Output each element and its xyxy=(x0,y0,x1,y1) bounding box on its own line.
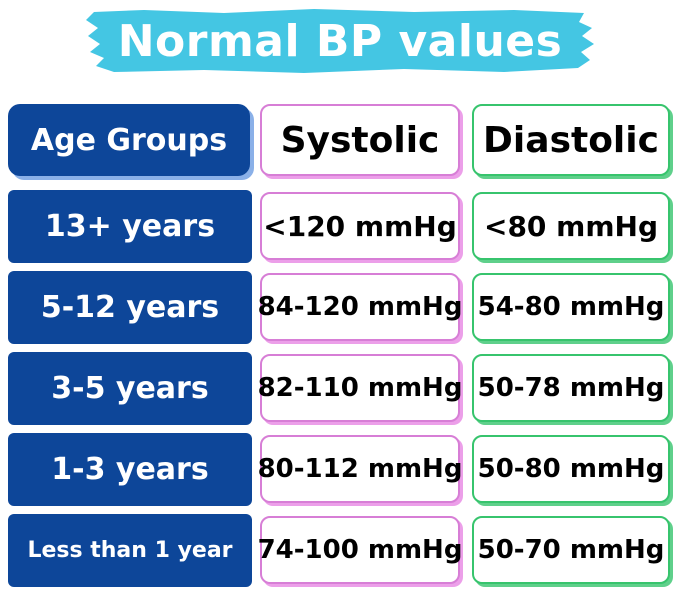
age-group-cell: Less than 1 year xyxy=(8,514,252,587)
diastolic-cell: 54-80 mmHg xyxy=(472,273,670,341)
age-group-cell: 3-5 years xyxy=(8,352,252,425)
systolic-cell: 74-100 mmHg xyxy=(258,516,462,584)
systolic-cell: 84-120 mmHg xyxy=(258,273,462,341)
systolic-cell: 80-112 mmHg xyxy=(258,435,462,503)
systolic-cell: 82-110 mmHg xyxy=(258,354,462,422)
age-group-cell: 5-12 years xyxy=(8,271,252,344)
brush-stroke-background xyxy=(86,9,594,73)
age-group-cell: 1-3 years xyxy=(8,433,252,506)
diastolic-cell: 50-70 mmHg xyxy=(472,516,670,584)
systolic-cell: <120 mmHg xyxy=(260,192,460,260)
header-age-groups: Age Groups xyxy=(8,104,250,176)
title-banner: Normal BP values xyxy=(84,6,596,76)
diastolic-cell: 50-78 mmHg xyxy=(472,354,670,422)
page-title: Normal BP values xyxy=(117,15,563,67)
header-diastolic: Diastolic xyxy=(472,104,670,176)
diastolic-cell: 50-80 mmHg xyxy=(472,435,670,503)
diastolic-cell: <80 mmHg xyxy=(472,192,670,260)
header-systolic: Systolic xyxy=(260,104,460,176)
age-group-cell: 13+ years xyxy=(8,190,252,263)
